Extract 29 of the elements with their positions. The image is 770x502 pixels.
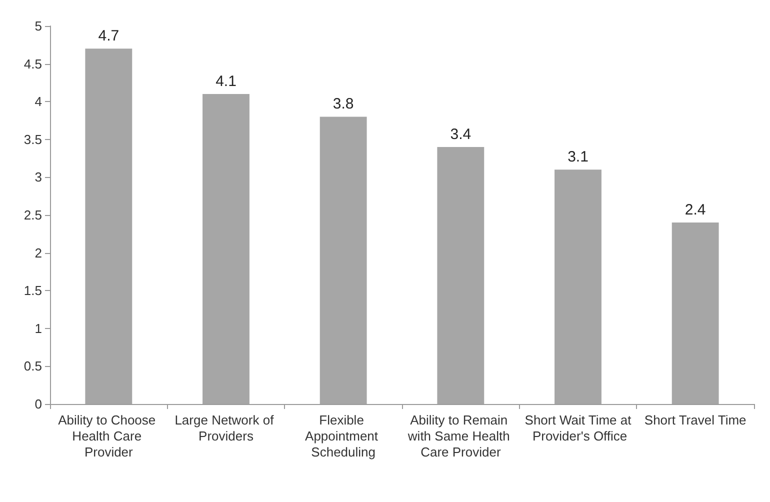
y-tick-label: 4 (34, 94, 42, 110)
y-tick-label: 2.5 (24, 208, 42, 222)
data-label: 3.1 (568, 148, 588, 166)
y-tick-label: 0.5 (24, 358, 42, 374)
bar (437, 146, 484, 404)
data-label: 3.8 (332, 96, 354, 113)
y-tick-label: 5 (34, 18, 42, 34)
y-tick-label: 2 (34, 245, 42, 260)
data-label: 4.7 (98, 28, 120, 45)
bar (202, 94, 250, 404)
x-tick-label: Large Network of Providers (174, 412, 278, 444)
x-tick-label: Flexible Appointment Scheduling (305, 412, 382, 460)
y-tick-label: 4.5 (24, 56, 42, 72)
bar (554, 170, 602, 404)
data-label: 4.1 (216, 73, 236, 90)
x-tick-label: Short Travel Time (644, 412, 746, 428)
x-tick-label: Ability to Choose Health Care Provider (58, 412, 160, 460)
x-tick-label: Short Wait Time at Provider's Office (524, 412, 632, 444)
x-tick-label: Ability to Remain with Same Health Care Provider (406, 412, 514, 460)
bar (672, 222, 719, 404)
data-label: 2.4 (684, 202, 706, 219)
y-tick-label: 1 (34, 320, 42, 336)
bar (320, 116, 367, 404)
data-label: 3.4 (450, 126, 472, 143)
y-tick-label: 3 (34, 170, 42, 185)
y-tick-label: 0 (34, 396, 42, 412)
y-tick-label: 1.5 (24, 283, 42, 298)
bar (85, 48, 132, 404)
y-tick-label: 3.5 (24, 132, 42, 147)
